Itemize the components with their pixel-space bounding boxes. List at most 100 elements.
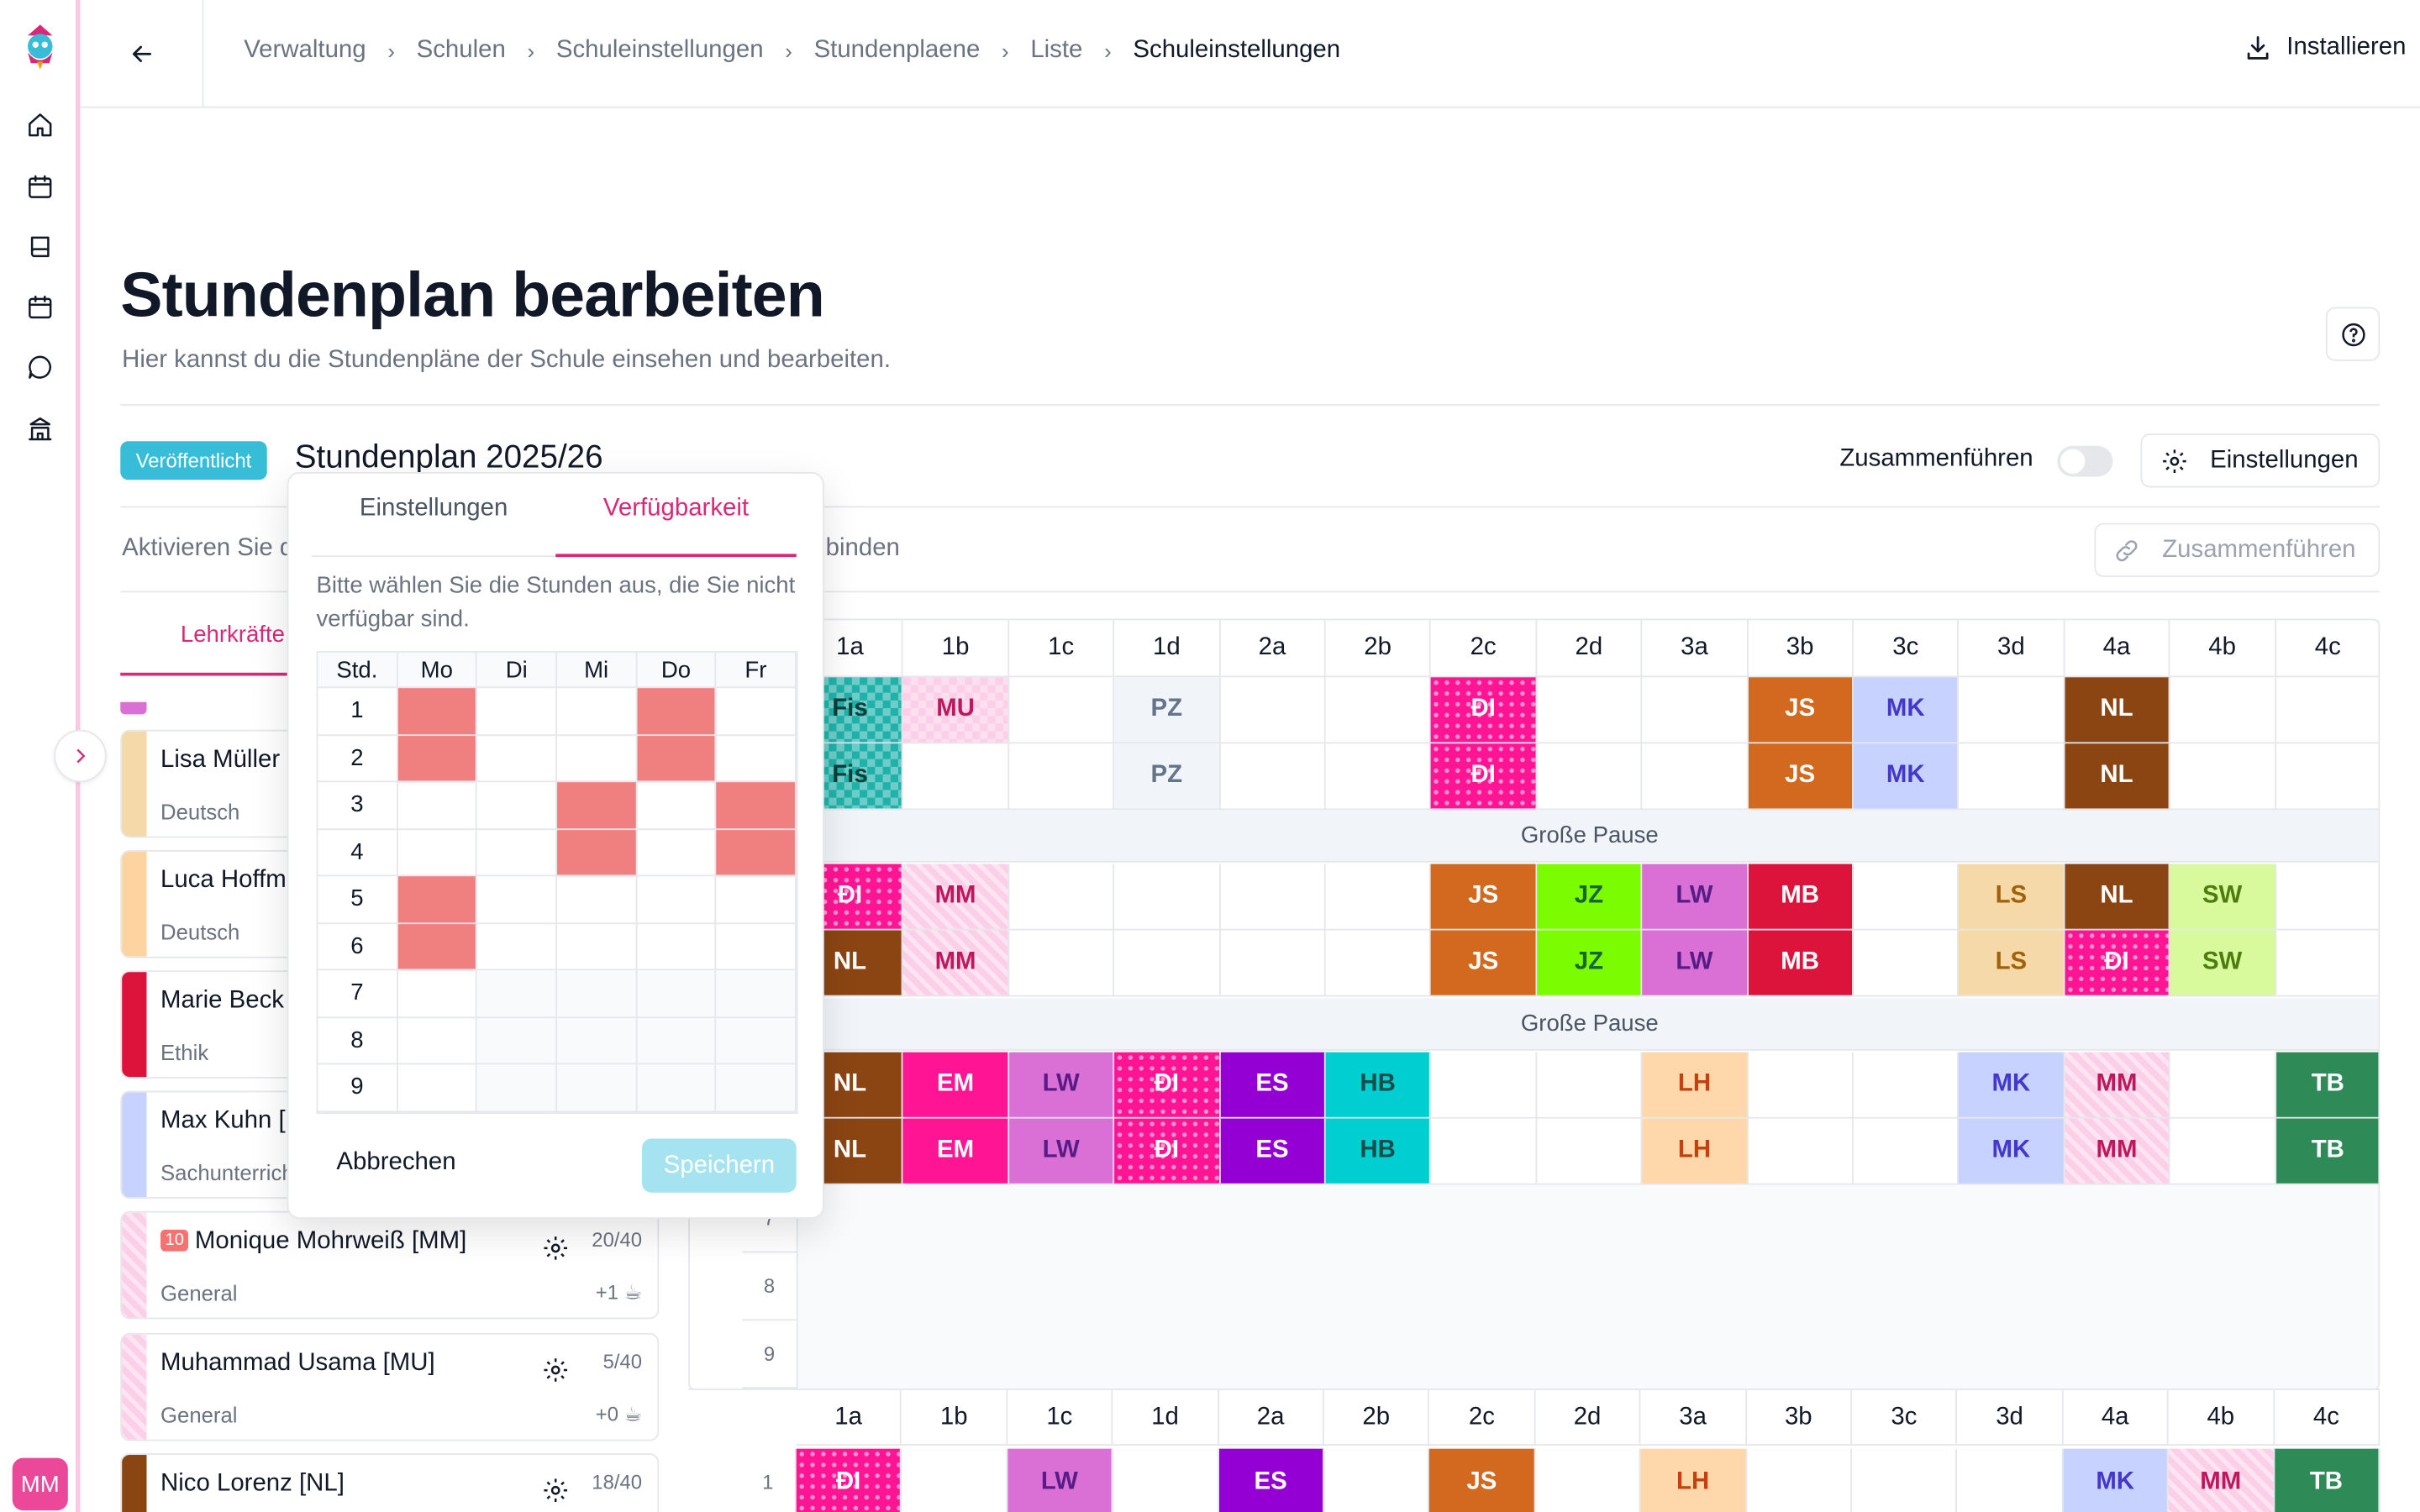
breadcrumb-item[interactable]: Verwaltung <box>244 37 366 64</box>
empty-slot[interactable] <box>1008 677 1115 744</box>
home-icon[interactable] <box>20 105 60 145</box>
help-button[interactable] <box>2325 307 2381 361</box>
lesson-cell[interactable]: JS <box>1748 677 1854 744</box>
availability-slot[interactable] <box>397 1064 478 1112</box>
lesson-cell[interactable]: HB <box>1325 1052 1432 1119</box>
app-logo-icon[interactable] <box>18 22 61 71</box>
chat-icon[interactable] <box>20 347 60 387</box>
tab-availability[interactable]: Verfügbarkeit <box>555 496 797 558</box>
availability-slot[interactable] <box>557 1064 637 1112</box>
empty-slot[interactable] <box>1535 1448 1641 1512</box>
empty-slot[interactable] <box>1958 1448 2064 1512</box>
merge-button[interactable]: Zusammenführen <box>2094 522 2381 577</box>
empty-slot[interactable] <box>2275 743 2379 811</box>
availability-slot[interactable] <box>557 735 637 783</box>
empty-slot[interactable] <box>1852 1448 1958 1512</box>
empty-slot[interactable] <box>1642 743 1749 811</box>
lesson-cell[interactable]: SW <box>2170 930 2276 997</box>
lesson-cell[interactable]: LW <box>1642 930 1749 997</box>
availability-slot[interactable] <box>477 829 558 877</box>
empty-slot[interactable] <box>1325 930 1432 997</box>
empty-slot[interactable] <box>903 743 1009 811</box>
availability-slot[interactable] <box>397 782 478 830</box>
cancel-button[interactable]: Abbrechen <box>336 1149 456 1176</box>
availability-slot[interactable] <box>636 1064 717 1112</box>
empty-slot[interactable] <box>1324 1448 1430 1512</box>
lesson-cell[interactable]: MB <box>1748 864 1854 931</box>
lesson-cell[interactable]: ES <box>1218 1448 1324 1512</box>
lesson-cell[interactable]: EM <box>903 1052 1009 1119</box>
calendar-icon[interactable] <box>20 166 60 207</box>
availability-slot[interactable] <box>477 876 558 924</box>
empty-slot[interactable] <box>1746 1448 1853 1512</box>
lesson-cell[interactable]: MM <box>2065 1052 2170 1119</box>
lesson-cell[interactable]: JS <box>1429 1448 1536 1512</box>
lesson-cell[interactable]: EM <box>903 1118 1009 1185</box>
empty-slot[interactable] <box>1325 864 1432 931</box>
back-button[interactable] <box>81 0 204 107</box>
lesson-cell[interactable]: LW <box>1007 1448 1113 1512</box>
availability-slot[interactable] <box>636 782 717 830</box>
empty-slot[interactable] <box>1959 677 2065 744</box>
empty-slot[interactable] <box>1325 743 1432 811</box>
availability-slot[interactable] <box>397 923 478 971</box>
lesson-cell[interactable]: LW <box>1642 864 1749 931</box>
breadcrumb-item[interactable]: Liste <box>1030 37 1083 64</box>
empty-slot[interactable] <box>2170 677 2276 744</box>
empty-slot[interactable] <box>2170 1118 2276 1185</box>
availability-slot[interactable] <box>557 923 637 971</box>
lesson-cell[interactable]: TB <box>2275 1052 2379 1119</box>
book-icon[interactable] <box>20 227 60 267</box>
availability-slot[interactable] <box>397 688 478 736</box>
empty-slot[interactable] <box>2275 864 2379 931</box>
availability-slot[interactable] <box>716 829 797 877</box>
empty-slot[interactable] <box>1114 930 1221 997</box>
availability-slot[interactable] <box>557 688 637 736</box>
lesson-cell[interactable]: TB <box>2275 1118 2379 1185</box>
empty-slot[interactable] <box>2275 677 2379 744</box>
availability-slot[interactable] <box>397 876 478 924</box>
lesson-cell[interactable]: MM <box>903 930 1009 997</box>
availability-slot[interactable] <box>397 829 478 877</box>
lesson-cell[interactable]: ĐI <box>1114 1052 1221 1119</box>
empty-slot[interactable] <box>1536 1118 1643 1185</box>
availability-slot[interactable] <box>557 782 637 830</box>
lesson-cell[interactable]: MK <box>1853 743 1960 811</box>
teacher-card[interactable]: 10 Monique Mohrweiß [MM] 20/40 General +1… <box>120 1210 660 1320</box>
availability-slot[interactable] <box>636 923 717 971</box>
teacher-settings-icon[interactable] <box>542 1356 570 1383</box>
empty-slot[interactable] <box>1536 1052 1643 1119</box>
lesson-cell[interactable]: MK <box>1959 1118 2065 1185</box>
empty-slot[interactable] <box>1113 1448 1219 1512</box>
tab-settings[interactable]: Einstellungen <box>312 496 556 558</box>
empty-slot[interactable] <box>1114 864 1221 931</box>
empty-slot[interactable] <box>1220 677 1326 744</box>
availability-slot[interactable] <box>477 1017 558 1065</box>
empty-slot[interactable] <box>1853 930 1960 997</box>
lesson-cell[interactable]: MM <box>2065 1118 2170 1185</box>
install-button[interactable]: Installieren <box>2244 34 2406 61</box>
availability-slot[interactable] <box>716 923 797 971</box>
availability-slot[interactable] <box>397 970 478 1018</box>
empty-slot[interactable] <box>1642 677 1749 744</box>
empty-slot[interactable] <box>1536 743 1643 811</box>
availability-slot[interactable] <box>477 735 558 783</box>
empty-slot[interactable] <box>1748 1052 1854 1119</box>
availability-slot[interactable] <box>397 1017 478 1065</box>
teacher-card[interactable]: Muhammad Usama [MU] 5/40 General +0 ☕︎ <box>120 1332 660 1441</box>
empty-slot[interactable] <box>1008 930 1115 997</box>
availability-slot[interactable] <box>557 876 637 924</box>
lesson-cell[interactable]: MK <box>1853 677 1960 744</box>
lesson-cell[interactable]: LW <box>1008 1052 1115 1119</box>
teacher-card[interactable]: Nico Lorenz [NL] 18/40 <box>120 1453 660 1512</box>
availability-slot[interactable] <box>636 970 717 1018</box>
lesson-cell[interactable]: NL <box>2065 743 2170 811</box>
availability-slot[interactable] <box>477 923 558 971</box>
availability-slot[interactable] <box>636 688 717 736</box>
breadcrumb-item[interactable]: Stundenplaene <box>813 37 981 64</box>
settings-button[interactable]: Einstellungen <box>2140 433 2381 488</box>
teacher-settings-icon[interactable] <box>542 1234 570 1262</box>
availability-slot[interactable] <box>636 876 717 924</box>
breadcrumb-item[interactable]: Schuleinstellungen <box>555 37 764 64</box>
lesson-cell[interactable]: JZ <box>1536 930 1643 997</box>
